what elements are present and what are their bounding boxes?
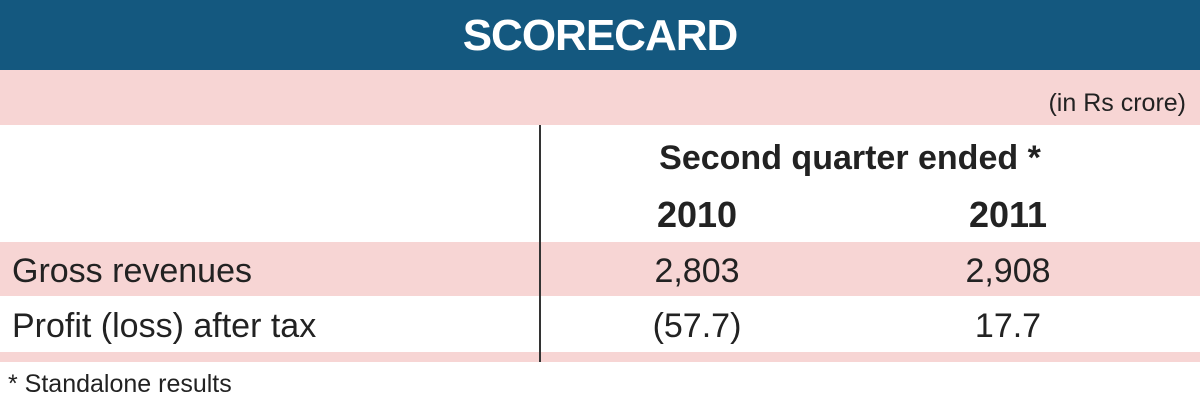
title-bar <box>0 0 1200 70</box>
cell: (57.7) <box>652 307 742 345</box>
column-divider <box>539 125 541 362</box>
row-label: Profit (loss) after tax <box>12 307 317 345</box>
row-band <box>0 242 1200 296</box>
cell: 17.7 <box>974 307 1042 345</box>
title: SCORECARD <box>462 11 739 60</box>
footnote: * Standalone results <box>8 370 232 398</box>
column-header: 2010 <box>656 194 738 235</box>
row-label: Gross revenues <box>12 252 252 290</box>
bottom-band <box>0 352 1200 362</box>
column-header: 2011 <box>968 194 1048 235</box>
cell: 2,803 <box>654 252 740 290</box>
unit-note: (in Rs crore) <box>1048 89 1186 117</box>
group-header: Second quarter ended * <box>659 139 1041 177</box>
cell: 2,908 <box>965 252 1051 290</box>
unit-band <box>0 70 1200 125</box>
